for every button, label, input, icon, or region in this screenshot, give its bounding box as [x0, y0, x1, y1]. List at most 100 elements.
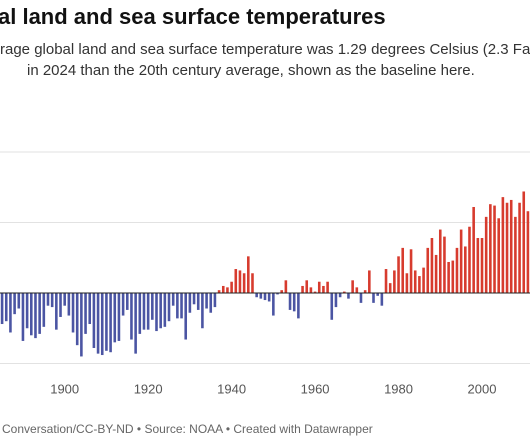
bar	[309, 287, 313, 293]
bar	[526, 211, 530, 293]
bar	[146, 293, 150, 330]
bar	[59, 293, 62, 317]
bar	[188, 293, 192, 313]
bar	[255, 293, 258, 298]
bar	[100, 293, 104, 356]
bar	[405, 273, 409, 293]
bar	[213, 293, 217, 308]
bar	[455, 247, 459, 293]
bar	[251, 273, 254, 293]
bar	[380, 293, 384, 306]
bar	[409, 249, 413, 293]
bar	[42, 293, 46, 327]
bar	[317, 281, 321, 293]
bar	[238, 270, 242, 293]
bar	[393, 270, 396, 293]
bar	[105, 293, 108, 351]
bar	[301, 285, 304, 293]
bar	[17, 293, 21, 309]
bar	[92, 293, 96, 348]
bar	[113, 293, 117, 343]
bar	[334, 293, 338, 308]
bar	[438, 229, 442, 293]
x-tick-label: 1920	[134, 381, 163, 396]
bar	[117, 293, 121, 341]
footer: Conversation/CC-BY-ND • Source: NOAA • C…	[2, 422, 373, 436]
bar	[109, 293, 112, 353]
bar	[292, 293, 296, 312]
bar	[171, 293, 175, 306]
bar	[338, 293, 342, 298]
bar	[326, 281, 329, 293]
chart-subtitle: in 2024 than the 20th century average, s…	[27, 62, 475, 79]
bar	[489, 204, 492, 293]
bar	[447, 261, 450, 293]
bar	[297, 293, 300, 319]
bar	[518, 202, 521, 293]
bar	[180, 293, 183, 319]
bar	[493, 205, 496, 293]
bar	[443, 236, 446, 293]
bar	[430, 238, 434, 293]
x-tick-label: 1980	[384, 381, 413, 396]
bar	[55, 293, 58, 330]
bar	[125, 293, 129, 310]
x-tick-label: 1900	[50, 381, 79, 396]
bar	[209, 293, 213, 313]
bar	[276, 293, 279, 295]
bar	[151, 293, 154, 320]
chart-title: al land and sea surface temperatures	[0, 4, 386, 29]
x-tick-label: 1940	[217, 381, 246, 396]
bar	[242, 273, 246, 293]
bar	[322, 285, 325, 293]
bar	[63, 293, 66, 306]
bar	[234, 269, 238, 293]
bar	[476, 238, 480, 293]
bar	[167, 293, 171, 322]
bar	[226, 287, 229, 293]
bar	[30, 293, 33, 336]
bar	[484, 216, 488, 293]
bar	[192, 293, 196, 305]
bar	[263, 293, 267, 301]
bar	[75, 293, 79, 346]
bar	[247, 256, 250, 293]
bar	[221, 285, 225, 293]
bar	[50, 293, 54, 308]
bar	[388, 283, 392, 293]
bar	[355, 287, 359, 293]
bar	[21, 293, 25, 341]
bar	[422, 267, 425, 293]
bar	[401, 247, 405, 293]
bar	[397, 256, 400, 293]
bar	[25, 293, 29, 329]
bar	[413, 270, 417, 293]
bar	[67, 293, 71, 316]
bar	[497, 218, 500, 293]
bar	[464, 246, 467, 293]
bar	[351, 280, 354, 293]
bar	[34, 293, 37, 339]
bar	[267, 293, 271, 302]
x-tick-label: 1960	[301, 381, 330, 396]
bar	[184, 293, 188, 340]
bar	[451, 260, 455, 293]
bar	[130, 293, 133, 340]
bar	[505, 202, 509, 293]
bar	[134, 293, 137, 354]
bar	[359, 293, 363, 303]
bar	[4, 293, 8, 322]
bar	[84, 293, 87, 334]
bar	[176, 293, 179, 319]
bar	[313, 291, 317, 293]
bar	[96, 293, 100, 354]
bar	[138, 293, 142, 334]
bar	[88, 293, 92, 325]
bar	[230, 281, 233, 293]
bar	[501, 197, 505, 293]
bar	[363, 290, 367, 293]
bar	[46, 293, 50, 306]
bar	[434, 254, 438, 293]
bar	[284, 280, 288, 293]
